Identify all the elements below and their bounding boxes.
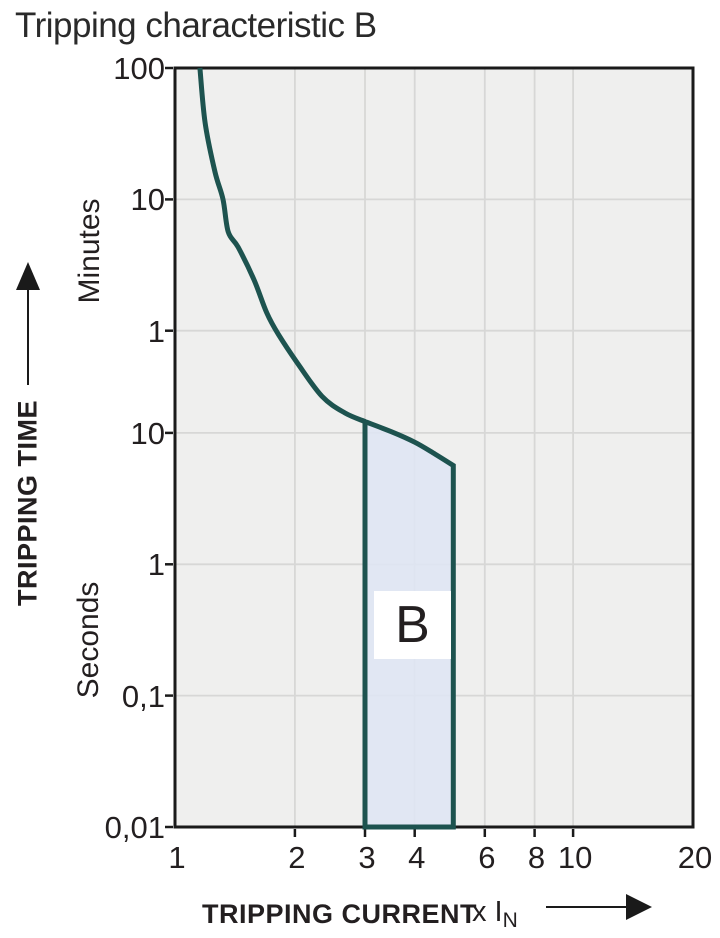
- x-axis-title: TRIPPING CURRENT: [202, 899, 478, 929]
- y-tick-label: 0,1: [121, 678, 165, 714]
- x-tick-label: 20: [677, 840, 713, 875]
- chart-title: Tripping characteristic B: [15, 6, 377, 45]
- x-axis-multiplier-subscript: N: [502, 909, 518, 932]
- y-tick-label: 1: [147, 313, 165, 349]
- x-tick-label: 8: [527, 840, 546, 875]
- x-tick-label: 3: [358, 840, 376, 875]
- x-tick-label: 1: [168, 840, 186, 875]
- region-label: B: [395, 596, 430, 654]
- y-tick-label: 1: [147, 547, 165, 583]
- y-tick-label: 0,01: [104, 810, 165, 845]
- y-axis-arrow-icon: [16, 262, 40, 385]
- y-tick-label: 10: [130, 182, 165, 218]
- x-tick-label: 6: [478, 840, 496, 875]
- overload-trip-curve: [197, 67, 367, 424]
- y-axis-unit-seconds: Seconds: [72, 581, 105, 699]
- y-tick-label: 100: [113, 51, 165, 86]
- x-axis-arrow-icon: [546, 894, 652, 920]
- y-axis-title: TRIPPING TIME: [12, 399, 43, 607]
- x-axis-multiplier: x IN: [472, 896, 518, 932]
- x-tick-label: 10: [557, 840, 593, 875]
- x-axis-multiplier-base: x I: [472, 896, 503, 928]
- y-tick-label: 10: [130, 415, 165, 451]
- x-tick-label: 2: [288, 840, 306, 875]
- x-tick-label: 4: [408, 840, 426, 875]
- y-axis-unit-minutes: Minutes: [73, 198, 106, 304]
- region-label-box: B: [374, 591, 451, 659]
